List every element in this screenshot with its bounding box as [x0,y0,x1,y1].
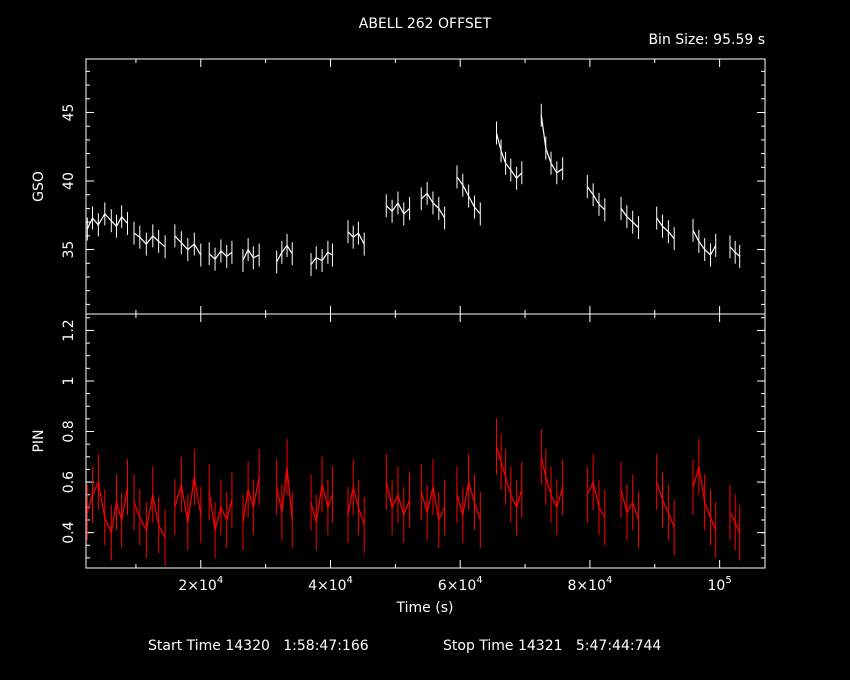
pin-segment [276,466,293,521]
pin-segment [656,481,675,528]
x-tick-mantissa: 6×10 [438,578,476,594]
gso-segment [133,232,166,248]
pin-y-tick-label: 1.2 [61,319,77,341]
pin-segment [540,456,564,510]
stop-time-label: Stop Time 14321 5:47:44:744 [443,638,661,654]
gso-y-tick-label: 45 [61,104,77,122]
pin-y-tick-label: 1 [61,377,77,386]
x-tick-label: 6×104 [438,575,483,594]
x-tick-exponent: 4 [476,575,482,586]
pin-segment [133,494,166,538]
x-tick-mantissa: 10 [708,578,726,594]
x-tick-exponent: 4 [347,575,353,586]
gso-y-tick-label: 35 [61,241,77,259]
gso-y-tick-label: 40 [61,172,77,190]
pin-segment [495,446,523,510]
pin-plot-frame [85,313,766,569]
x-tick-mantissa: 2×10 [178,578,216,594]
x-tick-exponent: 5 [725,575,731,586]
pin-segment [347,486,365,526]
x-tick-label: 4×104 [308,575,353,594]
pin-segment [620,489,640,521]
gso-y-axis-label: GSO [31,171,47,202]
x-tick-label: 105 [708,575,732,594]
chart-title: ABELL 262 OFFSET [359,16,492,32]
pin-segment [586,480,606,518]
pin-series [86,418,741,566]
pin-segment [86,480,129,535]
gso-segment [540,115,564,174]
pin-segment [242,476,260,523]
x-tick-label: 8×104 [567,575,612,594]
gso-segment [620,208,639,229]
gso-segment [586,186,606,211]
gso-segment [86,212,128,230]
gso-plot-frame [85,58,766,315]
gso-panel: 35 40 45 GSO [31,58,766,315]
pin-y-tick-label: 0.6 [61,471,77,493]
pin-y-tick-label: 0.8 [61,420,77,442]
gso-series [86,103,741,277]
gso-segment [347,231,365,245]
bin-size-label: Bin Size: 95.59 s [648,32,765,48]
gso-segment [656,217,675,239]
gso-segment [242,248,260,261]
x-tick-exponent: 4 [606,575,612,586]
x-tick-mantissa: 4×10 [308,578,346,594]
gso-segment [276,244,293,263]
pin-y-axis-label: PIN [31,429,47,452]
x-tick-label: 2×104 [178,575,223,594]
pin-y-tick-label: 0.4 [61,521,77,543]
start-time-label: Start Time 14320 1:58:47:166 [148,638,369,654]
x-tick-exponent: 4 [217,575,223,586]
x-axis-label: Time (s) [396,600,454,616]
x-tick-mantissa: 8×10 [567,578,605,594]
gso-segment [495,132,523,180]
